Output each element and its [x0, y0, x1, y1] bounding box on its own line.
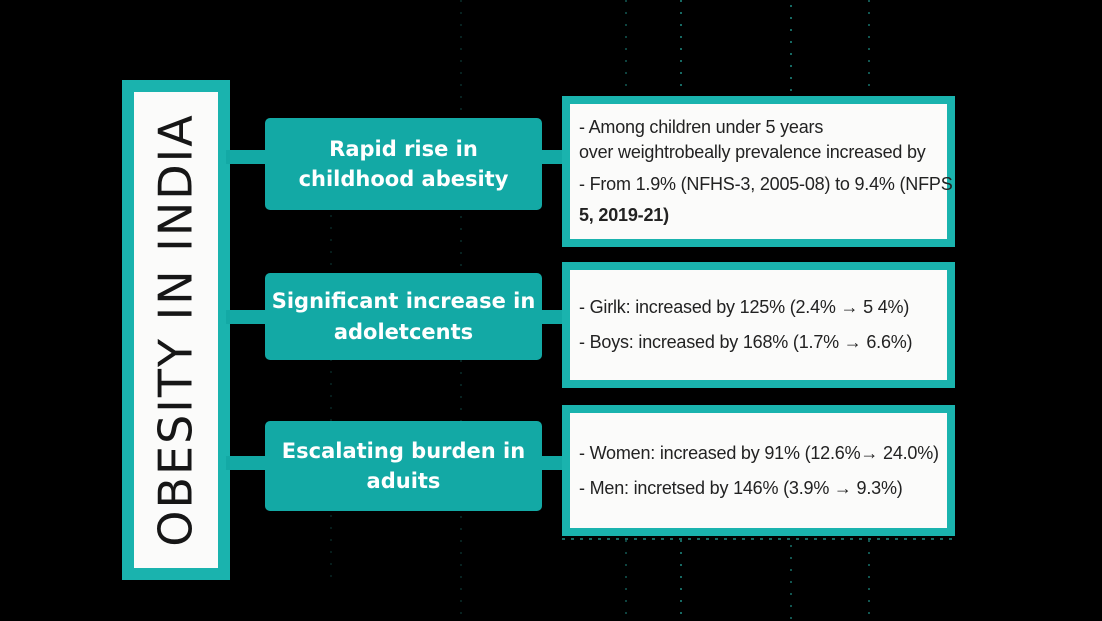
diagram-title: OBESITY IN INDIA — [149, 113, 204, 547]
category-label: Significant increase in adoletcents — [271, 289, 536, 344]
connector-line — [226, 456, 268, 470]
detail-line: over weightrobeally prevalence increased… — [579, 141, 926, 162]
category-box-adults: Escalating burden in aduits — [265, 421, 542, 511]
connector-line — [226, 150, 268, 164]
noise-artifact — [790, 545, 792, 621]
connector-line — [538, 150, 566, 164]
category-box-adolescents: Significant increase in adoletcents — [265, 273, 542, 360]
detail-box-childhood-obesity: - Among children under 5 years over weig… — [562, 96, 955, 247]
detail-line: - Women: increased by 91% (12.6%→ 24.0%) — [579, 442, 939, 463]
noise-artifact — [680, 540, 682, 621]
title-plaque: OBESITY IN INDIA — [134, 92, 218, 568]
detail-line: - Girlk: increased by 125% (2.4% → 5 4%) — [579, 297, 910, 318]
connector-line — [538, 456, 566, 470]
category-label: Rapid rise in childhood abesity — [298, 136, 509, 191]
category-label: Escalating burden in aduits — [281, 438, 526, 493]
noise-artifact — [330, 215, 332, 585]
detail-line: - Among children under 5 years — [579, 116, 824, 137]
noise-artifact — [562, 538, 955, 540]
detail-line: - Men: incretsed by 146% (3.9% → 9.3%) — [579, 477, 903, 498]
detail-line: 5, 2019-21) — [579, 205, 669, 226]
detail-box-adults: - Women: increased by 91% (12.6%→ 24.0%)… — [562, 405, 955, 536]
connector-line — [226, 310, 268, 324]
detail-line: - Boys: increased by 168% (1.7% → 6.6%) — [579, 332, 913, 352]
noise-artifact — [625, 0, 627, 95]
detail-box-adolescents: - Girlk: increased by 125% (2.4% → 5 4%)… — [562, 262, 955, 388]
noise-artifact — [680, 0, 682, 95]
noise-artifact — [868, 540, 870, 621]
noise-artifact — [625, 540, 627, 621]
noise-artifact — [790, 5, 792, 95]
detail-line: - From 1.9% (NFHS-3, 2005-08) to 9.4% (N… — [579, 173, 953, 194]
category-box-childhood-obesity: Rapid rise in childhood abesity — [265, 118, 542, 210]
noise-artifact — [868, 0, 870, 95]
connector-line — [538, 310, 566, 324]
title-box: OBESITY IN INDIA — [122, 80, 230, 580]
